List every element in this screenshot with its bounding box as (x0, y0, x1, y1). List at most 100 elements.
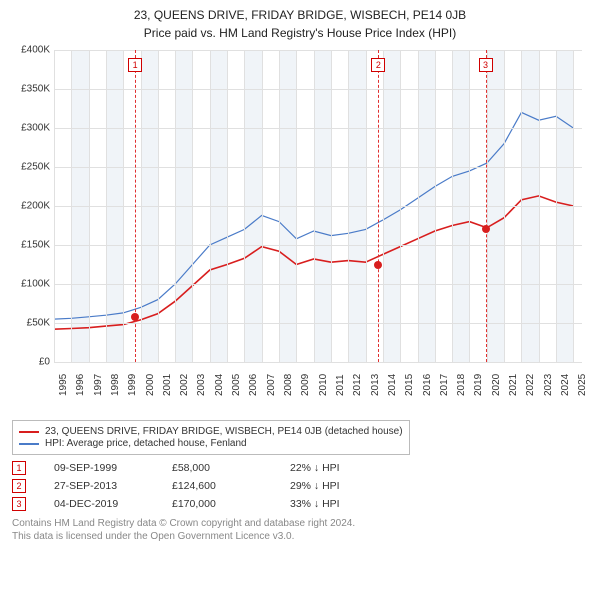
event-row-marker: 2 (12, 479, 26, 493)
event-diff: 22% ↓ HPI (290, 462, 380, 474)
gridline-v (383, 50, 384, 362)
y-axis-label: £250K (14, 162, 50, 173)
event-price: £58,000 (172, 462, 262, 474)
x-axis-label: 2016 (422, 374, 433, 396)
gridline-v (158, 50, 159, 362)
x-axis-label: 2010 (318, 374, 329, 396)
events-table: 1 09-SEP-1999 £58,000 22% ↓ HPI 2 27-SEP-2013… (12, 461, 588, 511)
gridline-h (54, 323, 582, 324)
y-axis-label: £100K (14, 279, 50, 290)
gridline-v (244, 50, 245, 362)
event-row: 1 09-SEP-1999 £58,000 22% ↓ HPI (12, 461, 588, 475)
gridline-h (54, 50, 582, 51)
x-axis-label: 1997 (93, 374, 104, 396)
x-axis-label: 2011 (335, 374, 346, 396)
event-date: 04-DEC-2019 (54, 498, 144, 510)
gridline-v (192, 50, 193, 362)
gridline-h (54, 128, 582, 129)
y-axis-label: £0 (14, 357, 50, 368)
x-axis-label: 2005 (231, 374, 242, 396)
event-date: 09-SEP-1999 (54, 462, 144, 474)
x-axis-label: 2017 (439, 374, 450, 396)
footer-attribution: Contains HM Land Registry data © Crown c… (12, 517, 588, 543)
x-axis-label: 2004 (214, 374, 225, 396)
gridline-v (366, 50, 367, 362)
title-address: 23, QUEENS DRIVE, FRIDAY BRIDGE, WISBECH… (12, 8, 588, 22)
gridline-v (504, 50, 505, 362)
gridline-v (573, 50, 574, 362)
event-date: 27-SEP-2013 (54, 480, 144, 492)
footer-line2: This data is licensed under the Open Gov… (12, 530, 588, 543)
footer-line1: Contains HM Land Registry data © Crown c… (12, 517, 588, 530)
event-diff: 29% ↓ HPI (290, 480, 380, 492)
legend-swatch (19, 431, 39, 433)
x-axis-label: 2023 (543, 374, 554, 396)
plot-region: 123 (54, 50, 582, 362)
gridline-h (54, 206, 582, 207)
x-axis-label: 2015 (404, 374, 415, 396)
x-axis-label: 2002 (179, 374, 190, 396)
gridline-v (348, 50, 349, 362)
gridline-v (435, 50, 436, 362)
y-axis-label: £350K (14, 84, 50, 95)
chart-titles: 23, QUEENS DRIVE, FRIDAY BRIDGE, WISBECH… (12, 8, 588, 40)
event-diff: 33% ↓ HPI (290, 498, 380, 510)
event-marker-box: 2 (371, 58, 385, 72)
gridline-v (262, 50, 263, 362)
x-axis-label: 2018 (456, 374, 467, 396)
event-price: £170,000 (172, 498, 262, 510)
x-axis-label: 2021 (508, 374, 519, 396)
event-vline (378, 50, 379, 362)
x-axis-label: 2025 (577, 374, 588, 396)
legend-swatch (19, 443, 39, 445)
title-subtitle: Price paid vs. HM Land Registry's House … (12, 26, 588, 40)
x-axis-label: 2020 (491, 374, 502, 396)
gridline-v (314, 50, 315, 362)
gridline-v (331, 50, 332, 362)
x-axis-label: 1995 (58, 374, 69, 396)
gridline-h (54, 362, 582, 363)
event-vline (486, 50, 487, 362)
x-axis-label: 2022 (525, 374, 536, 396)
x-axis-label: 1998 (110, 374, 121, 396)
gridline-v (452, 50, 453, 362)
gridline-v (123, 50, 124, 362)
x-axis-label: 2012 (352, 374, 363, 396)
gridline-v (521, 50, 522, 362)
event-row-marker: 3 (12, 497, 26, 511)
event-dot (131, 313, 139, 321)
event-row: 3 04-DEC-2019 £170,000 33% ↓ HPI (12, 497, 588, 511)
x-axis-label: 1999 (127, 374, 138, 396)
legend-item: HPI: Average price, detached house, Fenl… (19, 438, 403, 449)
gridline-v (141, 50, 142, 362)
event-marker-box: 3 (479, 58, 493, 72)
y-axis-label: £300K (14, 123, 50, 134)
gridline-v (469, 50, 470, 362)
gridline-v (279, 50, 280, 362)
y-axis-label: £50K (14, 318, 50, 329)
gridline-v (556, 50, 557, 362)
gridline-v (487, 50, 488, 362)
legend-item: 23, QUEENS DRIVE, FRIDAY BRIDGE, WISBECH… (19, 426, 403, 437)
event-dot (374, 261, 382, 269)
x-axis-label: 2019 (473, 374, 484, 396)
x-axis-label: 2008 (283, 374, 294, 396)
gridline-v (296, 50, 297, 362)
event-row-marker: 1 (12, 461, 26, 475)
event-dot (482, 225, 490, 233)
y-axis-label: £200K (14, 201, 50, 212)
y-axis-label: £400K (14, 45, 50, 56)
gridline-h (54, 245, 582, 246)
gridline-v (210, 50, 211, 362)
gridline-v (89, 50, 90, 362)
event-price: £124,600 (172, 480, 262, 492)
gridline-v (54, 50, 55, 362)
x-axis-label: 2000 (145, 374, 156, 396)
x-axis-label: 2003 (196, 374, 207, 396)
gridline-v (400, 50, 401, 362)
gridline-v (418, 50, 419, 362)
event-row: 2 27-SEP-2013 £124,600 29% ↓ HPI (12, 479, 588, 493)
gridline-v (106, 50, 107, 362)
gridline-v (71, 50, 72, 362)
legend-box: 23, QUEENS DRIVE, FRIDAY BRIDGE, WISBECH… (12, 420, 410, 455)
